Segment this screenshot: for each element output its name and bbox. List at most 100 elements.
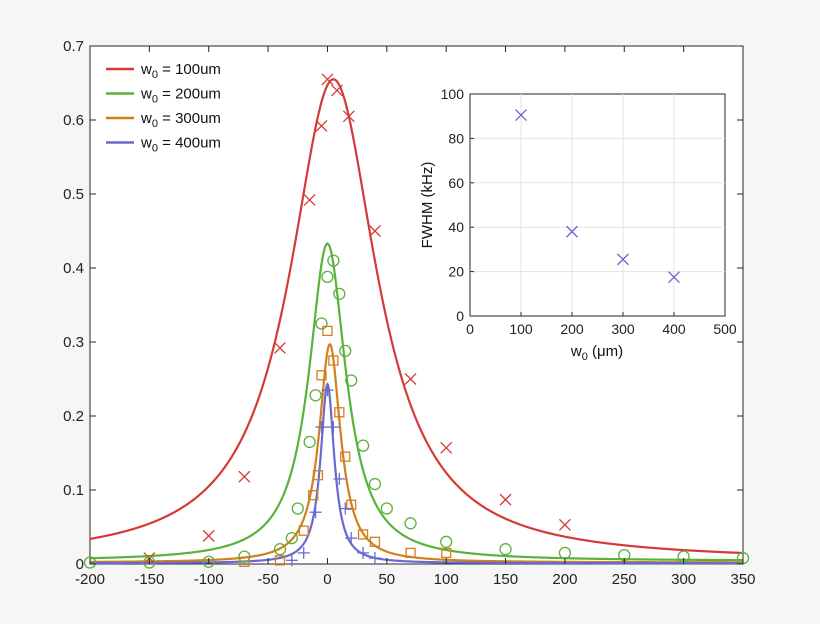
data-point-w0-300um-4 (312, 470, 324, 481)
inset-x-tick-label-3: 300 (611, 321, 635, 337)
inset-grid (470, 94, 725, 316)
data-point-w0-200um-0 (83, 556, 97, 569)
data-point-w0-200um-3 (238, 550, 251, 563)
data-point-w0-300um-13 (405, 547, 416, 559)
inset-x-tick-label-2: 200 (560, 321, 584, 337)
data-point-w0-300um-5 (316, 370, 327, 381)
inset-data-point-0 (515, 109, 527, 122)
data-point-w0-200um-15 (356, 439, 370, 452)
data-point-w0-300um-10 (346, 499, 357, 510)
legend-label-w0-400um: w0 = 400um (140, 135, 221, 155)
y-tick-label-7: 0.7 (63, 38, 84, 55)
inset-markers (515, 109, 680, 284)
y-tick-label-2: 0.2 (63, 408, 84, 425)
data-point-w0-300um-1 (274, 555, 286, 566)
data-point-w0-400um-2 (309, 506, 322, 519)
data-point-w0-200um-17 (380, 502, 393, 515)
inset-y-tick-label-1: 20 (448, 264, 464, 280)
data-point-w0-400um-4 (321, 384, 334, 397)
x-tick-label-4: 0 (323, 571, 331, 588)
data-point-w0-300um-12 (369, 536, 381, 547)
inset-xlabel-sub: 0 (582, 351, 588, 363)
inset-y-tick-label-4: 80 (448, 130, 464, 146)
data-point-w0-300um-7 (328, 355, 339, 366)
data-point-w0-200um-13 (339, 344, 352, 358)
x-tick-label-9: 250 (612, 571, 637, 588)
inset-data-point-3 (668, 271, 680, 284)
data-point-w0-200um-12 (333, 287, 346, 301)
data-point-w0-200um-6 (291, 502, 304, 515)
x-tick-label-5: 50 (378, 571, 395, 588)
main-markers (83, 73, 750, 569)
data-point-w0-300um-3 (308, 490, 319, 501)
data-point-w0-400um-7 (339, 502, 352, 515)
y-tick-label-3: 0.3 (63, 334, 84, 351)
data-point-w0-100um-2 (238, 470, 251, 483)
y-tick-label-1: 0.1 (63, 482, 84, 499)
data-point-w0-300um-14 (441, 547, 452, 559)
data-point-w0-400um-1 (297, 546, 310, 559)
inset-x-tick-label-1: 100 (509, 321, 533, 337)
inset-ylabel: FWHM (kHz) (419, 162, 436, 249)
data-point-w0-300um-6 (322, 325, 333, 337)
data-point-w0-100um-3 (274, 341, 286, 354)
data-point-w0-200um-8 (309, 389, 322, 402)
data-point-w0-300um-0 (239, 556, 250, 567)
legend-label-w0-100um: w0 = 100um (140, 61, 221, 81)
data-point-w0-400um-9 (357, 546, 370, 559)
data-point-w0-400um-6 (333, 472, 346, 485)
data-point-w0-200um-16 (368, 477, 382, 491)
data-point-w0-100um-8 (342, 110, 355, 123)
data-point-w0-100um-10 (404, 373, 417, 385)
data-point-w0-200um-5 (285, 531, 298, 545)
data-point-w0-100um-11 (440, 441, 453, 454)
data-point-w0-200um-20 (499, 543, 512, 556)
inset-axes: 0 100 200 300 400 500 0 20 40 60 80 100 (441, 86, 737, 337)
inset-xlabel-rest: (μm) (588, 343, 623, 360)
data-point-w0-400um-0 (285, 554, 298, 567)
data-point-w0-200um-7 (303, 435, 316, 449)
inset-x-tick-label-0: 0 (466, 321, 474, 337)
data-point-w0-400um-10 (368, 552, 381, 565)
x-tick-label-3: -50 (257, 571, 279, 588)
x-tick-label-11: 350 (730, 571, 755, 588)
legend: w0 = 100um w0 = 200um w0 = 300um w0 = 400um (106, 61, 221, 155)
inset-y-tick-label-5: 100 (441, 86, 465, 102)
inset-xlabel-base: w (570, 343, 582, 360)
data-point-w0-200um-10 (321, 270, 334, 284)
data-point-w0-200um-2 (202, 555, 215, 568)
data-point-w0-400um-5 (327, 421, 340, 434)
inset-y-tick-label-0: 0 (456, 308, 464, 324)
x-tick-label-0: -200 (75, 571, 105, 588)
data-point-w0-100um-13 (558, 518, 571, 531)
x-tick-label-6: 100 (434, 571, 459, 588)
data-point-w0-300um-11 (357, 529, 369, 540)
data-point-w0-200um-11 (327, 254, 340, 267)
legend-label-w0-200um: w0 = 200um (140, 86, 221, 106)
fit-curve-w0-200um (89, 242, 744, 562)
fit-curve-w0-100um (89, 78, 744, 555)
inset-plot-area (469, 93, 726, 317)
inset-y-tick-label-3: 60 (448, 175, 464, 191)
data-point-w0-100um-1 (202, 529, 215, 542)
inset-data-point-2 (617, 253, 629, 266)
data-point-w0-100um-9 (368, 225, 381, 237)
x-tick-label-1: -150 (134, 571, 164, 588)
main-axes: -200 -150 -100 -50 0 50 100 150 200 250 300 35000.1… (63, 38, 755, 588)
x-tick-label-10: 300 (671, 571, 696, 588)
data-point-w0-100um-5 (315, 119, 328, 132)
data-point-w0-200um-1 (143, 556, 156, 569)
y-tick-label-4: 0.4 (63, 260, 84, 277)
data-point-w0-100um-12 (499, 493, 512, 506)
x-tick-label-8: 200 (552, 571, 577, 588)
inset-x-tick-label-5: 500 (713, 321, 737, 337)
data-point-w0-300um-8 (334, 407, 345, 418)
data-point-w0-300um-9 (340, 451, 351, 462)
inset-xlabel: w0 (μm) (570, 343, 623, 363)
y-tick-label-5: 0.5 (63, 186, 84, 203)
data-point-w0-200um-9 (315, 317, 328, 330)
data-point-w0-200um-4 (273, 543, 287, 556)
inset-x-tick-label-4: 400 (662, 321, 686, 337)
fit-curve-w0-400um (90, 382, 743, 565)
